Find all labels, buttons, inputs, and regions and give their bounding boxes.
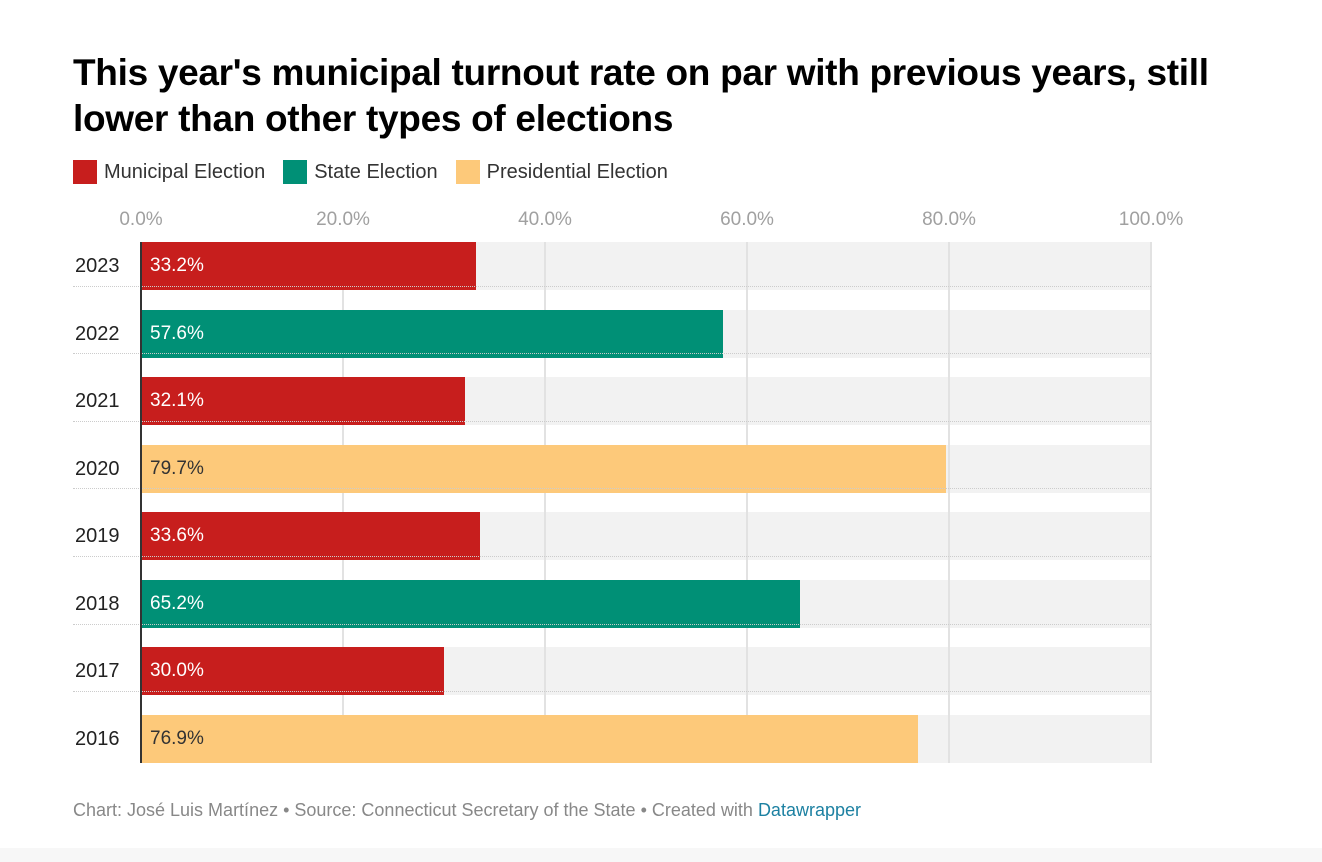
y-category-label: 2021	[75, 390, 120, 413]
legend-item-presidential: Presidential Election	[455, 160, 668, 184]
bar-value-label: 76.9%	[150, 727, 204, 749]
chart-title: This year's municipal turnout rate on pa…	[73, 52, 1209, 139]
gridline	[746, 242, 748, 763]
x-tick-label: 20.0%	[316, 209, 370, 230]
bar-value-label: 57.6%	[150, 322, 204, 344]
bar	[141, 242, 477, 290]
gridline	[948, 242, 950, 763]
legend-item-state: State Election	[283, 160, 438, 184]
bar	[141, 647, 444, 696]
bar-value-label: 33.2%	[150, 255, 204, 276]
legend-swatch	[73, 160, 97, 184]
bar	[141, 579, 800, 628]
x-tick-label: 80.0%	[922, 209, 976, 230]
gridline	[342, 242, 344, 763]
bar-value-label: 79.7%	[150, 457, 204, 479]
bar-value-label: 30.0%	[150, 660, 204, 682]
row-separator	[73, 488, 1151, 490]
page-bottom-strip	[0, 848, 1322, 862]
row-separator	[73, 623, 1151, 625]
datawrapper-link[interactable]: Datawrapper	[757, 800, 861, 820]
bar	[141, 444, 946, 493]
bar	[141, 377, 466, 426]
row-separator	[73, 353, 1151, 355]
y-category-label: 2016	[75, 727, 120, 750]
legend-swatch	[455, 160, 480, 184]
bar-value-label: 32.1%	[150, 390, 204, 412]
x-tick-label: 100.0%	[1118, 209, 1184, 230]
y-axis-line	[140, 242, 142, 763]
y-category-label: 2017	[75, 660, 120, 683]
row-separator	[73, 420, 1151, 422]
row-separator	[73, 691, 1151, 693]
footer-credits: Chart: José Luis Martínez • Source: Conn…	[73, 800, 758, 820]
bar-value-label: 65.2%	[150, 592, 204, 614]
y-category-label: 2018	[75, 592, 120, 615]
footer: Chart: José Luis Martínez • Source: Conn…	[73, 800, 861, 821]
y-category-label: 2023	[75, 255, 120, 277]
legend-label: State Election	[314, 160, 438, 183]
y-category-label: 2020	[75, 457, 120, 480]
legend-label: Presidential Election	[486, 160, 668, 183]
legend: Municipal Election State Election Presid…	[73, 160, 668, 184]
gridline	[1150, 242, 1152, 763]
y-category-label: 2022	[75, 322, 120, 345]
bar	[141, 309, 723, 358]
row-separator	[73, 285, 1151, 287]
x-tick-label: 0.0%	[119, 209, 163, 230]
y-category-label: 2019	[75, 525, 120, 548]
x-tick-label: 40.0%	[518, 209, 572, 230]
bar	[141, 714, 918, 763]
legend-item-municipal: Municipal Election	[73, 160, 265, 184]
row-separator	[73, 556, 1151, 558]
x-tick-label: 60.0%	[720, 209, 774, 230]
legend-label: Municipal Election	[104, 160, 266, 183]
bar-value-label: 33.6%	[150, 525, 204, 547]
gridline	[544, 242, 546, 763]
bar	[141, 512, 481, 561]
legend-swatch	[283, 160, 308, 184]
